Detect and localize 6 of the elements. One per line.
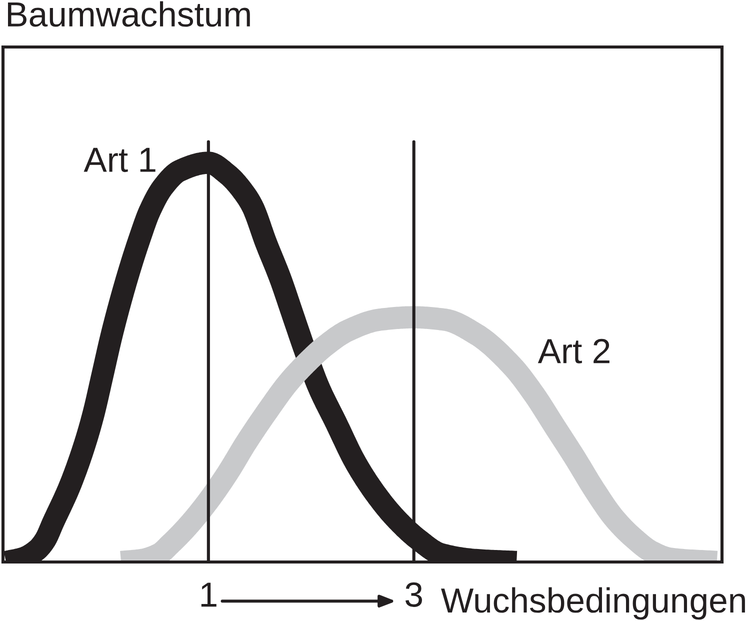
y-axis-title: Baumwachstum [8,1,250,27]
x-axis-title: Wuchsbedingungen [441,587,745,620]
series-label: Art 1 [84,148,156,172]
series-label: Art 2 [538,338,610,364]
x-tick-label: 1 [201,582,216,607]
x-tick-label: 3 [406,582,422,607]
